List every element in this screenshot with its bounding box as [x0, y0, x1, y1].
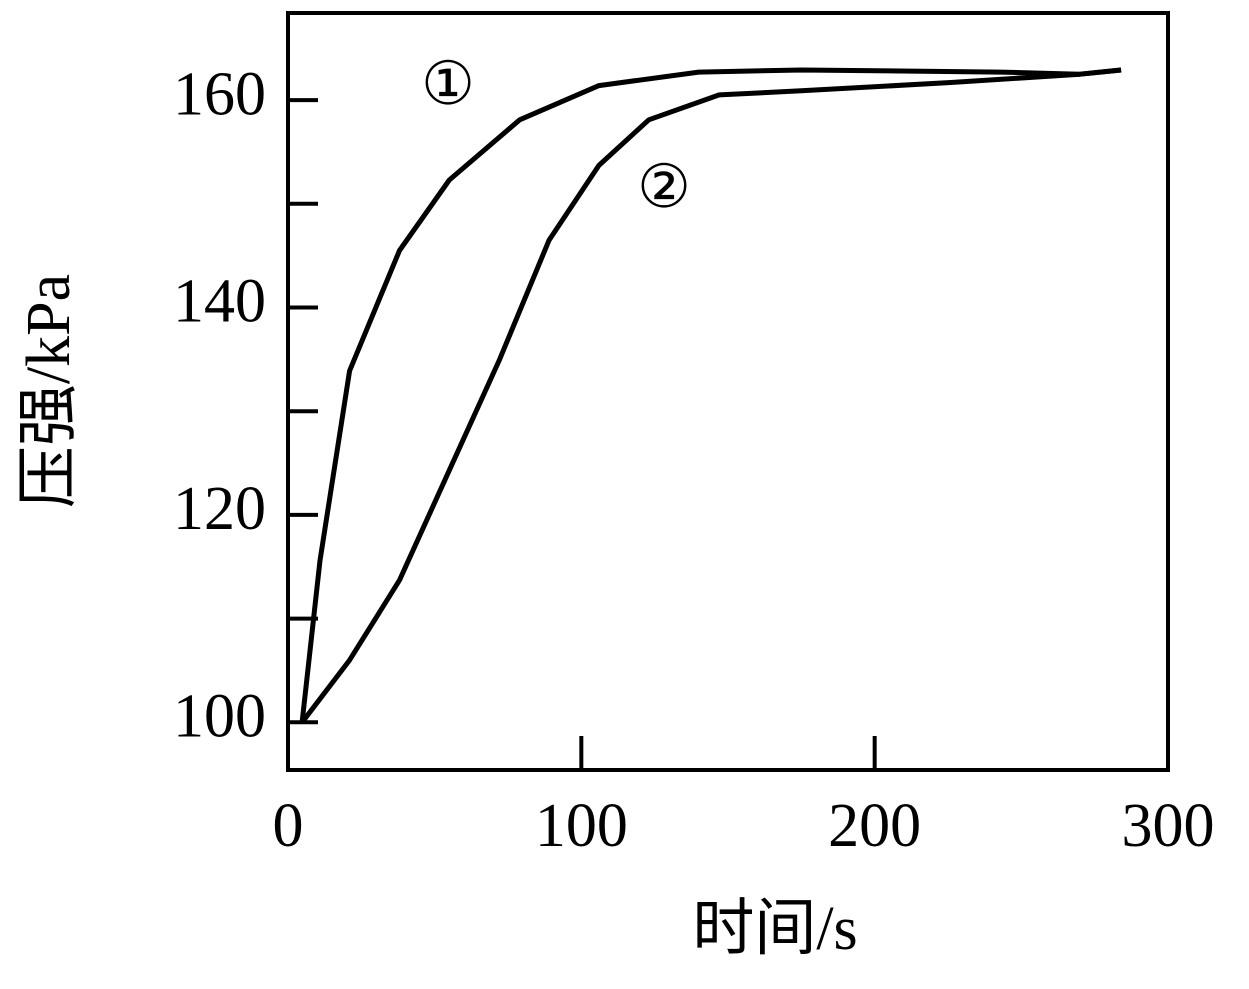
data-line — [300, 67, 1122, 724]
y-tick-label: 160 — [173, 60, 266, 128]
series-label: ① — [421, 51, 475, 117]
x-tick-label: 100 — [535, 792, 628, 860]
series-label: ② — [637, 154, 691, 220]
x-tick-label: 300 — [1122, 792, 1215, 860]
x-axis-label: 时间/s — [692, 895, 857, 963]
y-axis-label: 压强/kPa — [15, 274, 83, 508]
y-tick-label: 140 — [173, 268, 266, 336]
data-line — [299, 67, 1122, 723]
y-tick-label: 100 — [173, 683, 266, 751]
plot-frame — [286, 11, 1170, 772]
x-tick-label: 0 — [273, 792, 304, 860]
x-tick-label: 200 — [828, 792, 921, 860]
y-tick-label: 120 — [173, 475, 266, 543]
